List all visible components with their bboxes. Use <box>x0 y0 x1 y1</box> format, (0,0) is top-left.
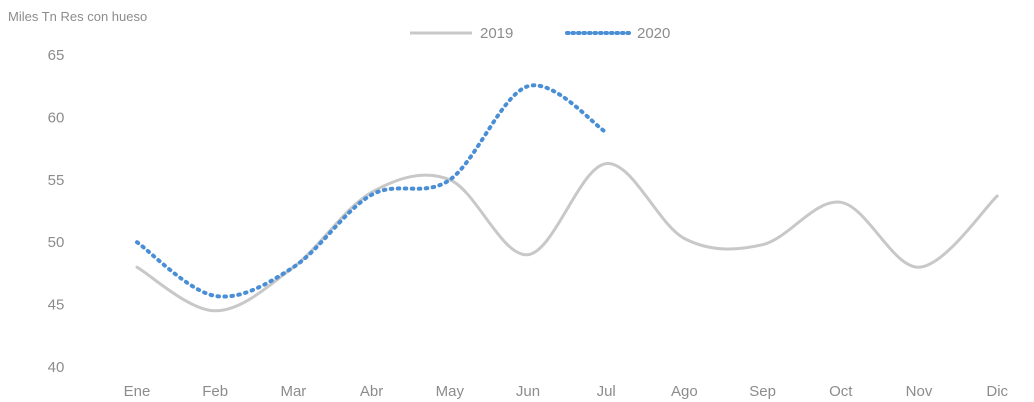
x-tick-label: Dic <box>986 383 1008 400</box>
x-tick-label: May <box>436 383 465 400</box>
y-tick-label: 40 <box>48 359 65 376</box>
x-tick-label: Ene <box>124 383 151 400</box>
x-tick-label: Mar <box>280 383 306 400</box>
y-tick-label: 55 <box>48 172 65 189</box>
legend-label-2019: 2019 <box>480 25 513 42</box>
y-tick-label: 45 <box>48 297 65 314</box>
plot-area <box>135 83 999 313</box>
series-line-2019 <box>135 162 999 313</box>
x-tick-label: Abr <box>360 383 383 400</box>
legend: 2019 2020 <box>410 25 670 42</box>
x-axis: Ene Feb Mar Abr May Jun Jul Ago Sep Oct Nov Dic <box>124 383 1009 400</box>
x-tick-label: Sep <box>749 383 776 400</box>
x-tick-label: Oct <box>829 383 853 400</box>
x-tick-label: Nov <box>906 383 933 400</box>
legend-label-2020: 2020 <box>637 25 670 42</box>
y-tick-label: 50 <box>48 234 65 251</box>
x-tick-label: Jun <box>516 383 540 400</box>
y-tick-label: 65 <box>48 47 65 64</box>
x-tick-label: Jul <box>597 383 616 400</box>
x-tick-label: Ago <box>671 383 698 400</box>
series-line-2020 <box>135 83 609 299</box>
y-tick-label: 60 <box>48 109 65 126</box>
y-axis: 40 45 50 55 60 65 <box>48 47 65 376</box>
y-axis-title: Miles Tn Res con hueso <box>8 9 147 24</box>
x-tick-label: Feb <box>202 383 228 400</box>
